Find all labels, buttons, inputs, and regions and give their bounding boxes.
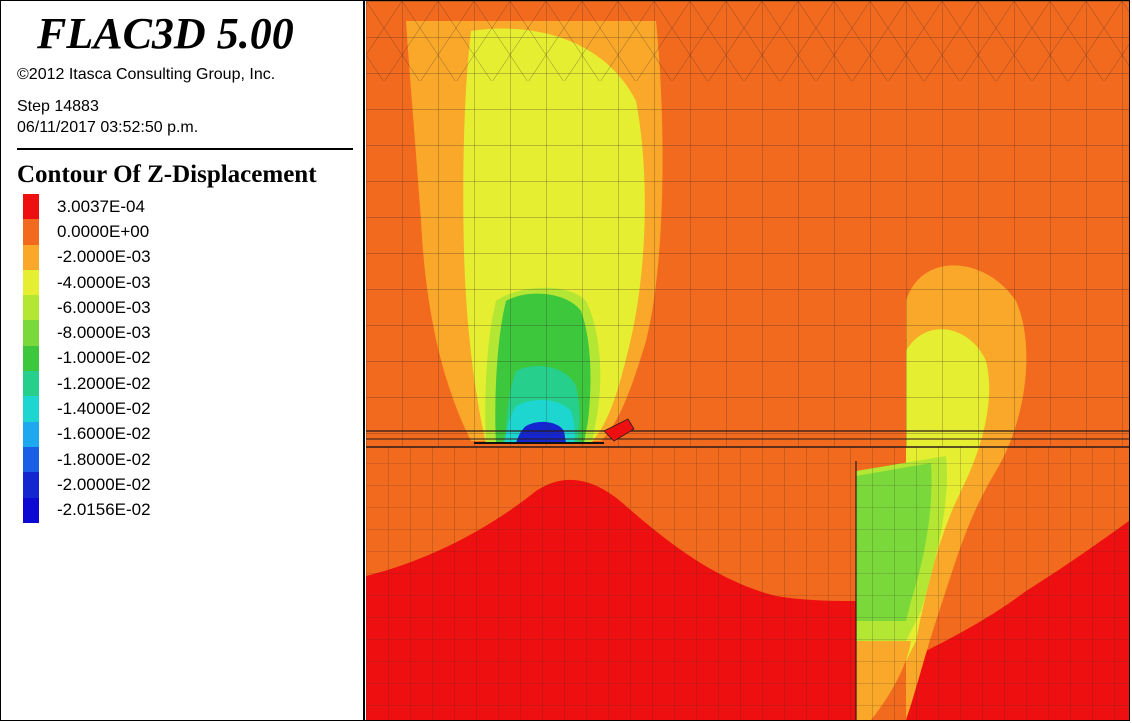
red-wedge (603, 418, 635, 442)
legend-item: 3.0037E-04 (23, 194, 151, 220)
contour-title: Contour Of Z-Displacement (17, 161, 317, 188)
legend-label: -6.0000E-03 (57, 297, 151, 317)
legend-swatch (23, 244, 39, 270)
legend-swatch (23, 194, 39, 220)
legend-item: -1.0000E-02 (23, 345, 151, 372)
copyright-text: ©2012 Itasca Consulting Group, Inc. (17, 66, 276, 83)
legend-swatch (23, 320, 39, 346)
legend-label: -2.0156E-02 (57, 500, 151, 520)
legend-label: -8.0000E-03 (57, 323, 151, 343)
legend-item: -1.8000E-02 (23, 446, 151, 473)
legend-item: 0.0000E+00 (23, 219, 151, 245)
legend-list: 3.0037E-04 0.0000E+00 -2.0000E-03 -4.000… (23, 194, 151, 523)
legend-label: -1.4000E-02 (57, 399, 151, 419)
legend-item: -2.0000E-02 (23, 472, 151, 498)
legend-swatch (23, 472, 39, 498)
legend-item: -1.6000E-02 (23, 421, 151, 447)
legend-swatch (23, 497, 39, 523)
legend-label: -4.0000E-03 (57, 272, 151, 292)
legend-label: 0.0000E+00 (57, 221, 150, 241)
legend-swatch (23, 396, 39, 422)
legend-label: -1.8000E-02 (57, 449, 151, 469)
contour-plot (366, 1, 1129, 720)
legend-label: -1.2000E-02 (57, 373, 151, 393)
legend-panel: FLAC3D 5.00 ©2012 Itasca Consulting Grou… (1, 1, 365, 720)
legend-label: -2.0000E-02 (57, 474, 151, 494)
legend-label: -2.0000E-03 (57, 247, 151, 267)
legend-item: -6.0000E-03 (23, 295, 151, 321)
mesh-lower (366, 446, 1129, 720)
app-title: FLAC3D 5.00 (37, 9, 294, 58)
legend-item: -2.0000E-03 (23, 244, 151, 270)
timestamp: 06/11/2017 03:52:50 p.m. (17, 119, 199, 136)
legend-swatch (23, 421, 39, 447)
legend-swatch (23, 446, 39, 473)
legend-label: 3.0037E-04 (57, 196, 145, 216)
legend-swatch (23, 371, 39, 397)
legend-item: -1.4000E-02 (23, 396, 151, 422)
legend-item: -1.2000E-02 (23, 371, 151, 397)
legend-label: -1.6000E-02 (57, 424, 151, 444)
contour-plot-viewport[interactable] (366, 1, 1129, 720)
legend-swatch (23, 345, 39, 372)
legend-item: -8.0000E-03 (23, 320, 151, 346)
step-counter: Step 14883 (17, 98, 99, 115)
legend-swatch (23, 295, 39, 321)
legend-divider (17, 148, 353, 150)
legend-label: -1.0000E-02 (57, 348, 151, 368)
legend-item: -4.0000E-03 (23, 269, 151, 296)
legend-swatch (23, 269, 39, 296)
mesh-upper (366, 1, 1129, 446)
legend-item: -2.0156E-02 (23, 497, 151, 523)
legend-swatch (23, 219, 39, 245)
